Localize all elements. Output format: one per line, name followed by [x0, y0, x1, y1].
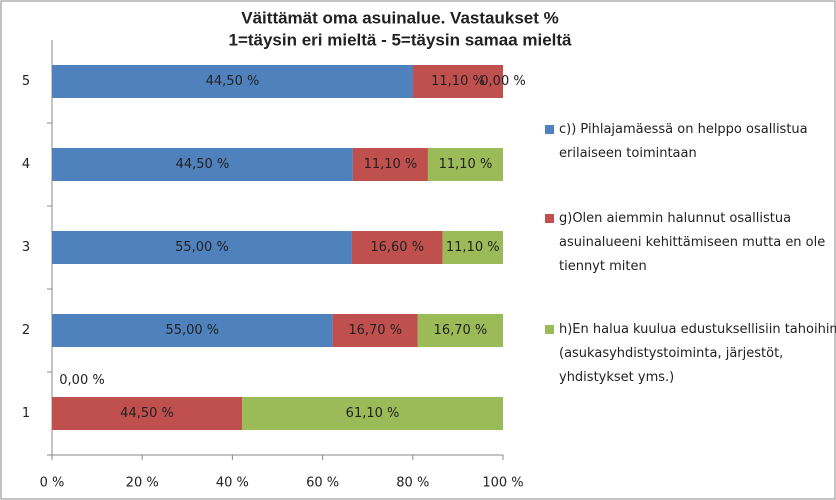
y-tick-label: 4 — [22, 157, 30, 172]
legend-item: c)) Pihlajamäessä on helppo osallistua e… — [545, 118, 836, 166]
legend-label: c)) Pihlajamäessä on helppo osallistua e… — [559, 122, 808, 161]
value-label: 16,70 % — [348, 323, 402, 338]
value-label: 11,10 % — [431, 74, 485, 89]
bar-segment — [52, 397, 243, 430]
legend-swatch — [545, 325, 554, 334]
bar-segment — [412, 65, 503, 98]
legend-label: h)En halua kuulua edustuksellisiin tahoi… — [559, 322, 836, 385]
value-label: 55,00 % — [165, 323, 219, 338]
bar-segment — [351, 231, 443, 264]
value-label: 44,50 % — [176, 157, 230, 172]
x-tick-label: 80 % — [396, 476, 429, 491]
bar-segment — [417, 314, 503, 347]
value-label: 55,00 % — [175, 240, 229, 255]
bar-segment — [427, 148, 503, 181]
value-label: 11,10 % — [364, 157, 418, 172]
value-label: 11,10 % — [439, 157, 493, 172]
y-tick-label: 5 — [22, 74, 30, 89]
legend-item: g)Olen aiemmin halunnut osallistua asuin… — [545, 207, 836, 279]
chart-title: 1=täysin eri mieltä - 5=täysin samaa mie… — [228, 30, 572, 49]
value-label: 16,60 % — [370, 240, 424, 255]
value-label: 16,70 % — [434, 323, 488, 338]
y-tick-label: 2 — [22, 323, 30, 338]
value-label: 0,00 % — [59, 373, 104, 388]
bar-segment — [332, 314, 418, 347]
legend-swatch — [545, 214, 554, 223]
bar-segment — [352, 148, 428, 181]
x-tick-label: 20 % — [126, 476, 159, 491]
bar-segment — [52, 148, 353, 181]
value-label: 0,00 % — [480, 74, 525, 89]
y-tick-label: 1 — [22, 406, 30, 421]
bar-segment — [52, 65, 413, 98]
bar-segment — [52, 314, 333, 347]
legend-item: h)En halua kuulua edustuksellisiin tahoi… — [545, 318, 836, 390]
value-label: 44,50 % — [206, 74, 260, 89]
value-label: 44,50 % — [120, 406, 174, 421]
value-label: 11,10 % — [446, 240, 500, 255]
x-tick-label: 100 % — [482, 476, 523, 491]
bar-segment — [52, 231, 352, 264]
x-tick-label: 60 % — [306, 476, 339, 491]
bar-segment — [442, 231, 503, 264]
chart-title: Väittämät oma asuinalue. Vastaukset % — [241, 8, 558, 27]
legend-label: g)Olen aiemmin halunnut osallistua asuin… — [559, 211, 826, 274]
x-tick-label: 40 % — [216, 476, 249, 491]
value-label: 61,10 % — [346, 406, 400, 421]
y-tick-label: 3 — [22, 240, 30, 255]
x-tick-label: 0 % — [40, 476, 65, 491]
bar-segment — [242, 397, 504, 430]
legend-swatch — [545, 125, 554, 134]
